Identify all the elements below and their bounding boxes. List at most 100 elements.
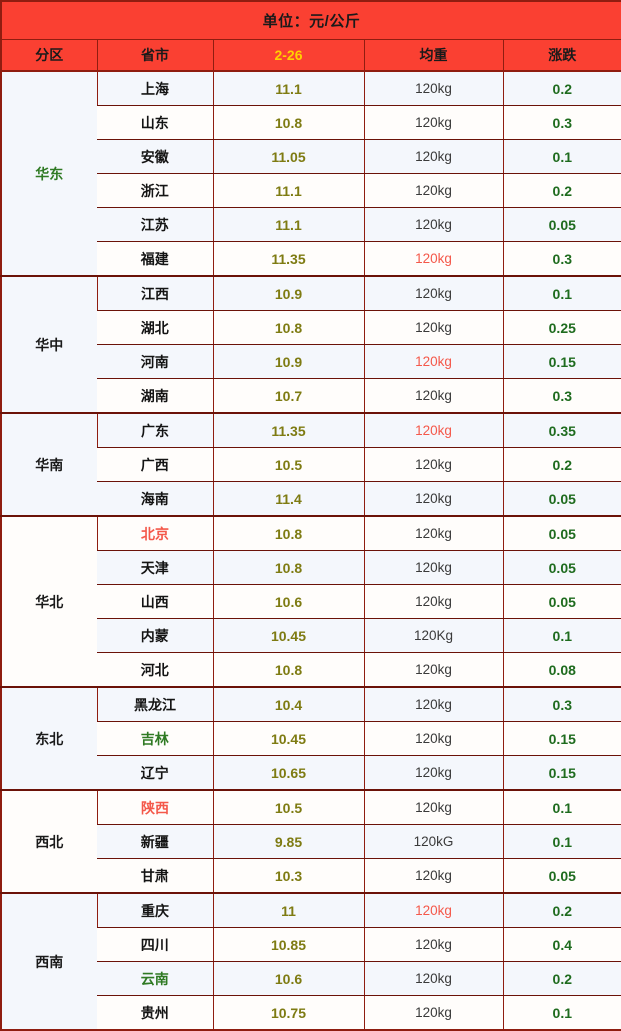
province-cell: 江西 <box>96 275 213 311</box>
price-cell: 10.3 <box>212 858 364 894</box>
weight-cell: 120kg <box>363 686 503 722</box>
col-header-province: 省市 <box>96 39 213 72</box>
price-cell: 11.1 <box>212 207 364 242</box>
province-cell: 山东 <box>97 105 213 140</box>
price-cell: 10.4 <box>212 686 364 722</box>
region-cell: 华东 <box>1 70 97 277</box>
price-cell: 10.9 <box>212 344 364 379</box>
col-header-change: 涨跌 <box>502 39 621 72</box>
weight-cell: 120kg <box>363 241 503 277</box>
weight-cell: 120kg <box>363 378 503 414</box>
price-cell: 10.8 <box>212 105 364 140</box>
province-cell: 江苏 <box>97 207 213 242</box>
weight-cell: 120kg <box>363 412 503 448</box>
price-cell: 11.35 <box>212 412 364 448</box>
table-row: 吉林 10.45 120kg 0.15 <box>1 721 621 756</box>
change-cell: 0.15 <box>502 721 621 756</box>
table-head: 单位：元/公斤 分区 省市 2-26 均重 涨跌 <box>1 1 621 72</box>
change-cell: 0.2 <box>502 892 621 928</box>
weight-cell: 120kg <box>363 789 503 825</box>
province-cell: 黑龙江 <box>96 686 213 722</box>
table-row: 山西 10.6 120kg 0.05 <box>1 584 621 619</box>
region-cell: 西北 <box>1 789 97 894</box>
table-row: 东北 黑龙江 10.4 120kg 0.3 <box>1 686 621 791</box>
change-cell: 0.15 <box>502 755 621 791</box>
price-cell: 11.05 <box>212 139 364 174</box>
province-cell: 内蒙 <box>97 618 213 653</box>
price-cell: 10.45 <box>212 618 364 653</box>
change-cell: 0.05 <box>502 584 621 619</box>
table-body: 华东 上海 11.1 120kg 0.2 山东 10.8 120kg 0.3 安徽 11.05 120… <box>1 70 621 1031</box>
province-cell: 新疆 <box>97 824 213 859</box>
province-cell: 北京 <box>96 515 213 551</box>
weight-cell: 120kg <box>363 173 503 208</box>
table-row: 海南 11.4 120kg 0.05 <box>1 481 621 517</box>
col-header-region: 分区 <box>1 39 97 72</box>
column-header-row: 分区 省市 2-26 均重 涨跌 <box>1 39 621 72</box>
change-cell: 0.05 <box>502 515 621 551</box>
province-cell: 河北 <box>97 652 213 688</box>
province-cell: 山西 <box>97 584 213 619</box>
weight-cell: 120kg <box>363 447 503 482</box>
table-row: 华北 北京 10.8 120kg 0.05 <box>1 515 621 688</box>
table-row: 湖北 10.8 120kg 0.25 <box>1 310 621 345</box>
weight-cell: 120kG <box>363 824 503 859</box>
region-cell: 东北 <box>1 686 97 791</box>
change-cell: 0.3 <box>502 241 621 277</box>
table-row: 天津 10.8 120kg 0.05 <box>1 550 621 585</box>
table-row: 甘肃 10.3 120kg 0.05 <box>1 858 621 894</box>
change-cell: 0.2 <box>502 961 621 996</box>
weight-cell: 120kg <box>363 652 503 688</box>
province-cell: 浙江 <box>97 173 213 208</box>
change-cell: 0.2 <box>502 173 621 208</box>
table-row: 浙江 11.1 120kg 0.2 <box>1 173 621 208</box>
weight-cell: 120kg <box>363 858 503 894</box>
price-cell: 10.85 <box>212 927 364 962</box>
col-header-weight: 均重 <box>363 39 503 72</box>
change-cell: 0.2 <box>502 70 621 106</box>
table-row: 江苏 11.1 120kg 0.05 <box>1 207 621 242</box>
change-cell: 0.05 <box>502 550 621 585</box>
weight-cell: 120kg <box>363 275 503 311</box>
price-cell: 10.5 <box>212 789 364 825</box>
change-cell: 0.1 <box>502 824 621 859</box>
change-cell: 0.1 <box>502 618 621 653</box>
change-cell: 0.08 <box>502 652 621 688</box>
price-cell: 11.4 <box>212 481 364 517</box>
change-cell: 0.1 <box>502 139 621 174</box>
change-cell: 0.1 <box>502 275 621 311</box>
price-cell: 11.35 <box>212 241 364 277</box>
price-cell: 10.6 <box>212 961 364 996</box>
price-cell: 10.6 <box>212 584 364 619</box>
change-cell: 0.05 <box>502 481 621 517</box>
weight-cell: 120kg <box>363 481 503 517</box>
change-cell: 0.1 <box>502 995 621 1031</box>
province-cell: 四川 <box>97 927 213 962</box>
table-row: 河北 10.8 120kg 0.08 <box>1 652 621 688</box>
price-cell: 10.9 <box>212 275 364 311</box>
table-row: 西南 重庆 11 120kg 0.2 <box>1 892 621 1031</box>
region-cell: 华南 <box>1 412 97 517</box>
change-cell: 0.3 <box>502 105 621 140</box>
price-cell: 10.5 <box>212 447 364 482</box>
region-cell: 西南 <box>1 892 97 1031</box>
province-cell: 辽宁 <box>97 755 213 791</box>
price-cell: 11 <box>212 892 364 928</box>
change-cell: 0.25 <box>502 310 621 345</box>
province-cell: 天津 <box>97 550 213 585</box>
unit-title: 单位：元/公斤 <box>1 1 621 40</box>
weight-cell: 120kg <box>363 139 503 174</box>
change-cell: 0.05 <box>502 858 621 894</box>
price-cell: 10.75 <box>212 995 364 1031</box>
province-cell: 广东 <box>96 412 213 448</box>
province-cell: 湖南 <box>97 378 213 414</box>
weight-cell: 120kg <box>363 721 503 756</box>
province-cell: 福建 <box>97 241 213 277</box>
table-row: 广西 10.5 120kg 0.2 <box>1 447 621 482</box>
weight-cell: 120kg <box>363 207 503 242</box>
change-cell: 0.4 <box>502 927 621 962</box>
col-header-date: 2-26 <box>212 39 364 72</box>
table-row: 山东 10.8 120kg 0.3 <box>1 105 621 140</box>
table-row: 新疆 9.85 120kG 0.1 <box>1 824 621 859</box>
